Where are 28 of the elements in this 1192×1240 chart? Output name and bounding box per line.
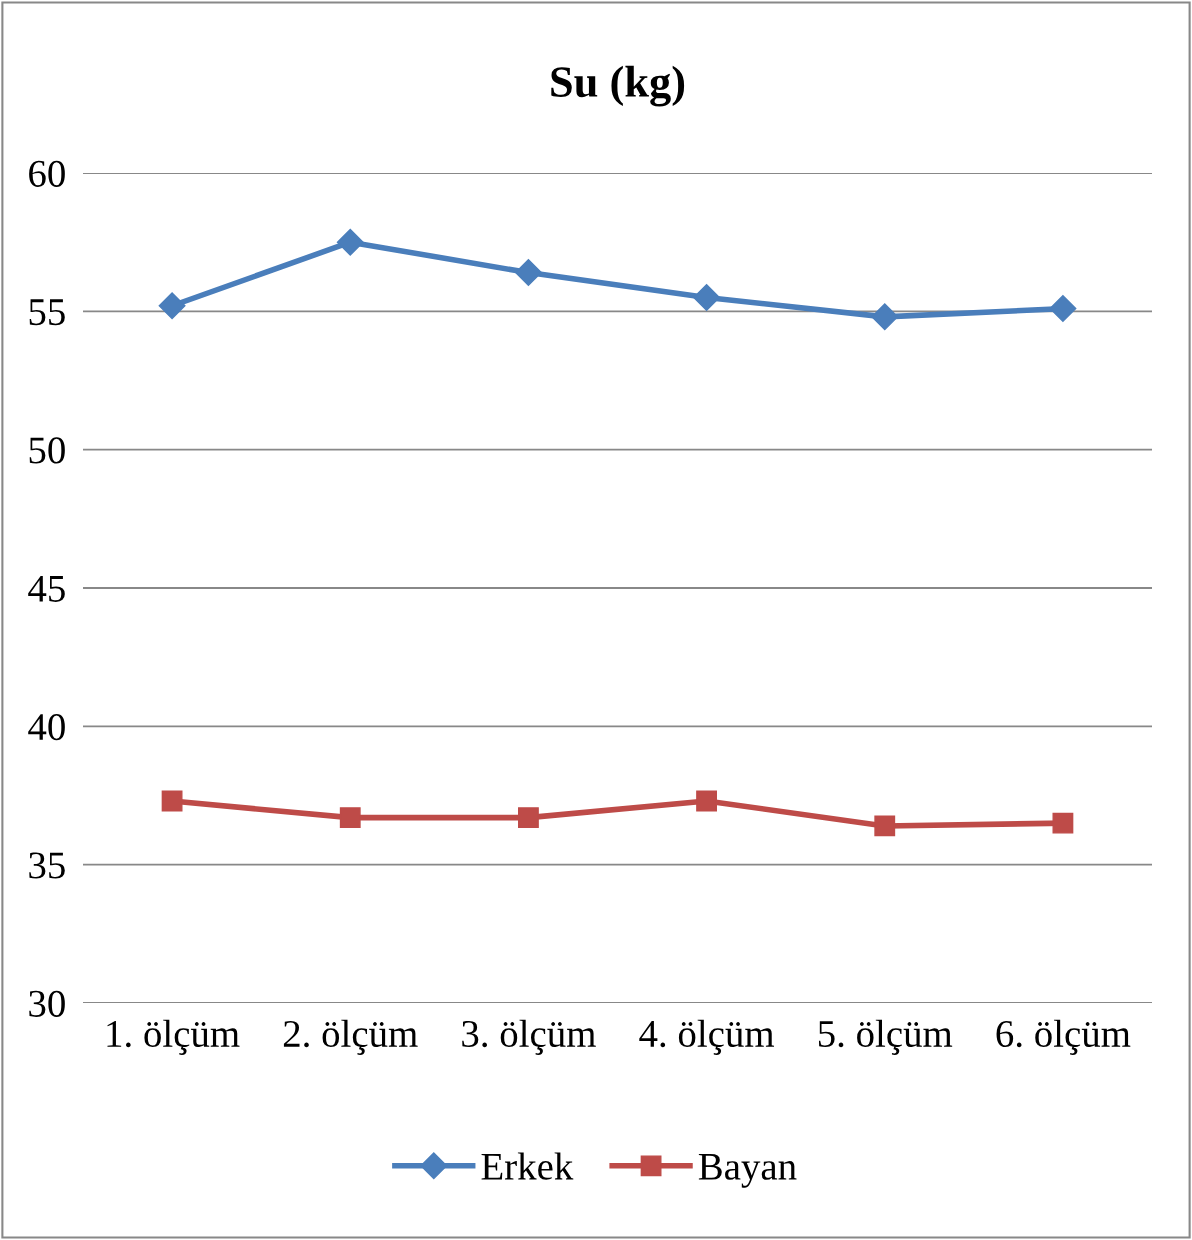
y-tick-label: 30 bbox=[29, 990, 65, 1017]
legend-label: Erkek bbox=[481, 1152, 574, 1180]
point bbox=[871, 303, 899, 331]
legend-label: Bayan bbox=[698, 1153, 797, 1188]
x-tick-label: 3. ölçüm bbox=[462, 1019, 596, 1055]
y-tick-label: 40 bbox=[28, 713, 65, 741]
x-tick-label: 4. ölçüm bbox=[639, 1019, 775, 1055]
point bbox=[161, 790, 183, 812]
y-tick-label: 35 bbox=[29, 852, 65, 879]
point bbox=[336, 228, 364, 256]
y-tick-label: 60 bbox=[29, 160, 65, 187]
point bbox=[158, 292, 186, 320]
x-tick-label: 6. ölçüm bbox=[996, 1019, 1131, 1055]
y-tick-label: 45 bbox=[28, 575, 65, 602]
point bbox=[696, 790, 718, 812]
y-tick-label: 55 bbox=[29, 299, 65, 326]
point bbox=[874, 815, 896, 837]
point bbox=[1052, 812, 1074, 834]
x-tick-label: 1. ölçüm bbox=[107, 1019, 240, 1055]
point bbox=[339, 807, 361, 829]
point bbox=[693, 284, 721, 311]
x-tick-label: 5. ölçüm bbox=[818, 1019, 953, 1055]
chart-title: Su (kg) bbox=[551, 65, 685, 107]
point bbox=[1049, 295, 1077, 323]
point bbox=[517, 807, 539, 829]
x-tick-label: 2. ölçüm bbox=[283, 1019, 418, 1055]
point bbox=[514, 259, 542, 287]
y-tick-label: 50 bbox=[29, 437, 65, 464]
